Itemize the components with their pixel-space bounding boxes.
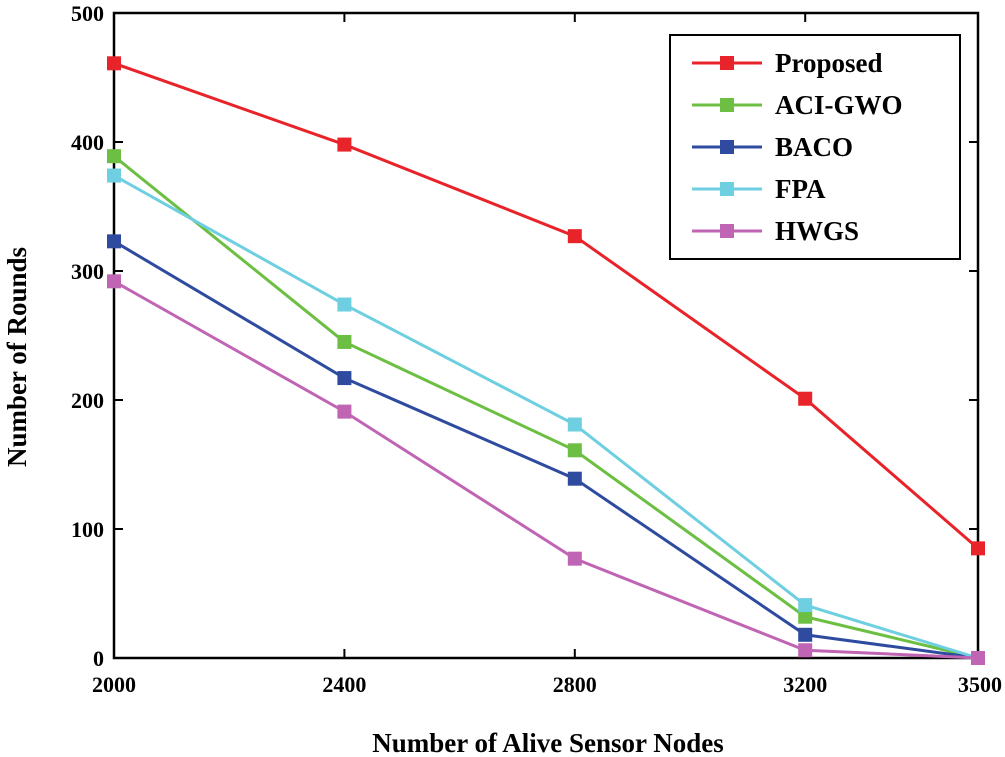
- legend-item: HWGS: [692, 216, 859, 246]
- x-tick-label: 2400: [322, 672, 366, 697]
- data-point-marker: [567, 229, 582, 244]
- data-point-marker: [107, 56, 121, 71]
- series-group: [107, 56, 985, 665]
- legend-marker: [720, 140, 734, 154]
- legend-label: BACO: [775, 132, 853, 162]
- legend-label: ACI-GWO: [775, 90, 903, 120]
- series-fpa: [107, 168, 985, 665]
- x-tick-label: 3500: [958, 672, 1002, 697]
- data-point-marker: [798, 609, 813, 624]
- axes: 2000 2400 2800 3200 3500 0 100 200 300 400 500: [71, 1, 1002, 697]
- data-point-marker: [337, 371, 352, 386]
- data-point-marker: [971, 651, 985, 665]
- data-point-marker: [337, 404, 352, 419]
- data-point-marker: [107, 149, 121, 164]
- x-tick-label: 2800: [553, 672, 597, 697]
- y-axis-title: Number of Rounds: [2, 247, 32, 467]
- data-point-marker: [567, 443, 582, 458]
- legend-marker: [720, 182, 734, 196]
- legend-item: FPA: [692, 174, 826, 204]
- legend-label: FPA: [775, 174, 826, 204]
- y-tick-label: 500: [71, 1, 104, 26]
- legend-marker: [720, 56, 734, 70]
- data-point-marker: [567, 417, 582, 432]
- x-tick-label: 2000: [92, 672, 136, 697]
- series-hwgs: [107, 274, 985, 665]
- data-point-marker: [971, 541, 985, 556]
- data-point-marker: [337, 137, 352, 152]
- plot-frame: [112, 11, 980, 660]
- y-tick-label: 200: [71, 388, 104, 413]
- data-point-marker: [107, 168, 121, 183]
- data-point-marker: [337, 297, 352, 312]
- data-point-marker: [798, 627, 813, 642]
- data-point-marker: [567, 471, 582, 486]
- legend-label: HWGS: [775, 216, 859, 246]
- series-proposed: [107, 56, 985, 556]
- legend-marker: [720, 224, 734, 238]
- legend-item: Proposed: [692, 48, 883, 78]
- data-point-marker: [337, 334, 352, 349]
- data-point-marker: [107, 234, 121, 249]
- series-line: [113, 240, 979, 660]
- data-point-marker: [798, 391, 813, 406]
- legend: Proposed ACI-GWO BACO FPA HWGS: [669, 34, 961, 260]
- legend-marker: [720, 98, 734, 112]
- data-point-marker: [798, 643, 813, 658]
- series-line: [113, 280, 979, 660]
- data-point-marker: [107, 274, 121, 289]
- legend-item: ACI-GWO: [692, 90, 903, 120]
- y-tick-label: 300: [71, 259, 104, 284]
- data-point-marker: [567, 551, 582, 566]
- y-tick-label: 100: [71, 517, 104, 542]
- legend-label: Proposed: [775, 48, 883, 78]
- series-baco: [107, 234, 985, 665]
- data-point-marker: [798, 598, 813, 613]
- legend-item: BACO: [692, 132, 853, 162]
- x-tick-label: 3200: [783, 672, 827, 697]
- y-tick-label: 0: [93, 646, 104, 671]
- x-axis-title: Number of Alive Sensor Nodes: [372, 728, 724, 757]
- y-tick-label: 400: [71, 130, 104, 155]
